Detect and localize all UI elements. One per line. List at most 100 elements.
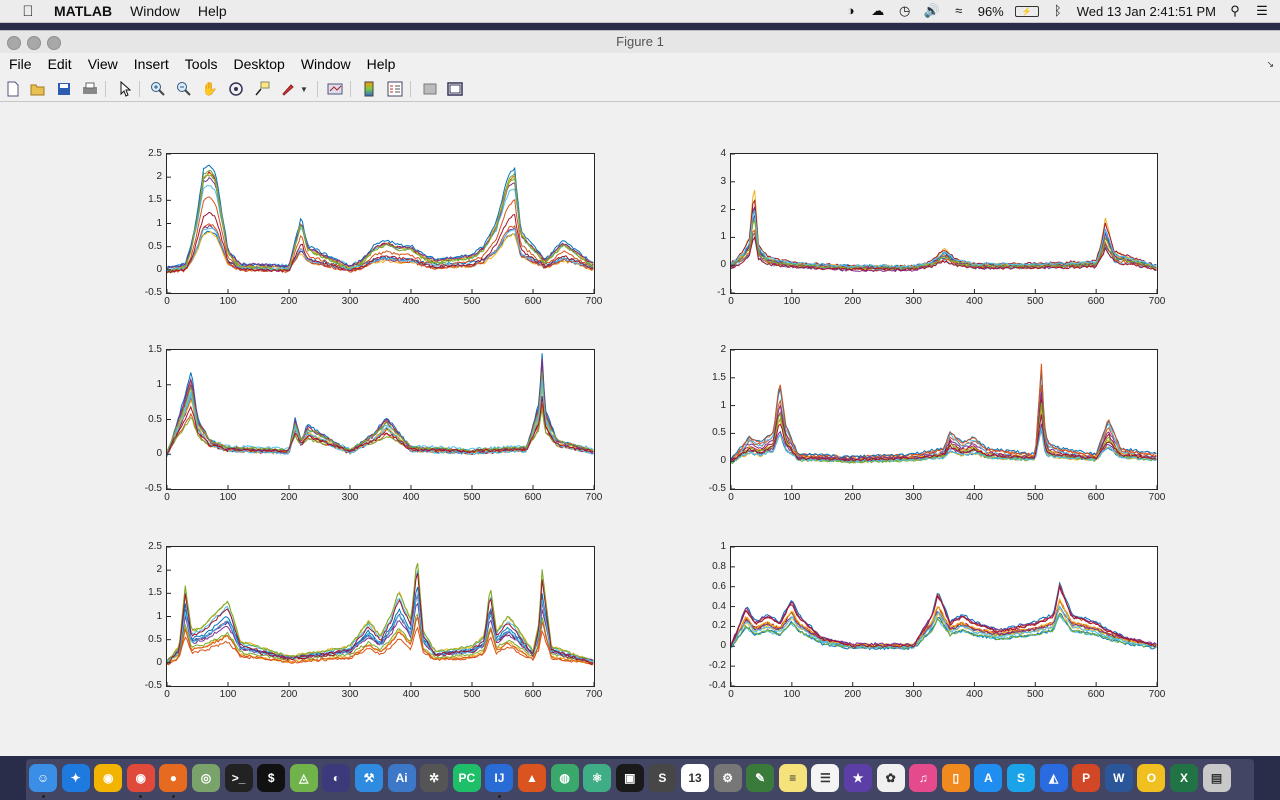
close-window-button[interactable] (7, 36, 21, 50)
clock[interactable]: Wed 13 Jan 2:41:51 PM (1076, 3, 1216, 19)
keynote-icon[interactable]: ◭ (1039, 764, 1068, 792)
powerpoint-icon[interactable]: P (1072, 764, 1101, 792)
chrome-icon[interactable]: ◉ (126, 764, 155, 792)
firefox-icon[interactable]: ● (159, 764, 188, 792)
x-tick-label: 400 (966, 296, 983, 307)
plot-axes-4[interactable] (730, 349, 1158, 490)
trash-icon[interactable]: ▤ (1202, 764, 1231, 792)
globe-icon[interactable]: ◍ (550, 764, 579, 792)
reminders-icon[interactable]: ☰ (811, 764, 840, 792)
settings-wheel-icon[interactable]: ✲ (420, 764, 449, 792)
brush-dropdown-icon[interactable]: ▼ (300, 84, 308, 94)
evernote-icon[interactable]: ✎ (746, 764, 775, 792)
outlook-icon[interactable]: O (1137, 764, 1166, 792)
y-tick-label: -0.5 (144, 287, 162, 298)
y-tick-label: 0.5 (712, 427, 726, 439)
hide-plot-tools-icon[interactable] (421, 80, 439, 98)
wifi-icon[interactable]: ≈ (955, 3, 963, 18)
network-icon[interactable]: ◎ (192, 764, 220, 792)
zoom-in-icon[interactable] (149, 80, 167, 98)
photos-icon[interactable]: ✿ (876, 764, 905, 792)
menu-view[interactable]: View (87, 56, 118, 72)
menu-window[interactable]: Window (300, 56, 351, 72)
excel-icon[interactable]: X (1170, 764, 1198, 792)
battery-percent[interactable]: 96% (977, 3, 1004, 19)
rotate-3d-icon[interactable] (227, 80, 245, 98)
insert-colorbar-icon[interactable] (360, 80, 378, 98)
menu-desktop[interactable]: Desktop (233, 56, 285, 72)
volume-icon[interactable]: 🔊 (923, 3, 940, 18)
zoom-window-button[interactable] (47, 36, 61, 50)
pycharm-icon[interactable]: PC (452, 764, 481, 792)
series-line (167, 563, 594, 663)
show-plot-tools-icon[interactable] (446, 80, 464, 98)
imovie-icon[interactable]: ★ (844, 764, 872, 792)
menu-help[interactable]: Help (366, 56, 396, 72)
y-tick-label: 0.5 (148, 413, 162, 425)
plot-axes-6[interactable] (730, 546, 1158, 687)
time-machine-icon[interactable]: ◷ (899, 3, 911, 18)
system-preferences-icon[interactable]: ⚙ (713, 764, 742, 792)
xcode-icon[interactable]: ⚒ (355, 764, 383, 792)
intellij-icon[interactable]: IJ (485, 764, 514, 792)
colorsync-icon[interactable]: ◑ (846, 3, 855, 18)
print-icon[interactable] (81, 80, 99, 98)
menu-insert[interactable]: Insert (133, 56, 169, 72)
edit-plot-icon[interactable] (116, 80, 134, 98)
menu-help[interactable]: Help (197, 3, 227, 19)
pan-icon[interactable]: ✋ (201, 81, 219, 96)
chrome-canary-icon[interactable]: ◉ (94, 764, 123, 792)
minimize-window-button[interactable] (27, 36, 41, 50)
dock-figure-icon[interactable]: ↘ (1266, 59, 1274, 69)
insert-legend-icon[interactable] (386, 80, 404, 98)
sublime-icon[interactable]: S (648, 764, 677, 792)
plot-axes-5[interactable] (166, 546, 595, 687)
plot-axes-1[interactable] (166, 153, 595, 294)
matlab-icon[interactable]: ▲ (518, 764, 546, 792)
data-cursor-icon[interactable] (253, 80, 271, 98)
eclipse-icon[interactable]: ◐ (322, 764, 351, 792)
atom-icon[interactable]: ⚛ (583, 764, 612, 792)
terminal-icon[interactable]: >_ (224, 764, 253, 792)
skype-icon[interactable]: S (1007, 764, 1035, 792)
iterm-icon[interactable]: $ (257, 764, 286, 792)
app-menu-matlab[interactable]: MATLAB (54, 3, 113, 19)
x-tick-label: 700 (1148, 689, 1166, 700)
new-figure-icon[interactable] (4, 80, 22, 98)
menu-file[interactable]: File (9, 56, 32, 72)
app-box-icon[interactable]: ▣ (615, 764, 644, 792)
illustrator-icon[interactable]: Ai (387, 764, 416, 792)
itunes-icon[interactable]: ♫ (909, 764, 938, 792)
android-studio-icon[interactable]: ◬ (289, 764, 318, 792)
finder-icon[interactable]: ☺ (29, 764, 57, 792)
notes-icon[interactable]: ≡ (778, 764, 807, 792)
word-icon[interactable]: W (1104, 764, 1133, 792)
safari-icon[interactable]: ✦ (61, 764, 90, 792)
notification-center-icon[interactable]: ☰ (1256, 3, 1268, 18)
menu-edit[interactable]: Edit (47, 56, 72, 72)
series-line (167, 593, 594, 663)
zoom-out-icon[interactable] (175, 80, 193, 98)
y-tick-label: -1 (717, 287, 726, 298)
plot-axes-3[interactable] (166, 349, 595, 490)
series-line (167, 224, 594, 273)
apple-icon[interactable]:  (18, 3, 38, 20)
series-line (731, 363, 1157, 464)
series-line (167, 371, 594, 453)
ibooks-icon[interactable]: ▯ (941, 764, 970, 792)
cloud-drive-icon[interactable]: ☁ (871, 3, 885, 18)
app-store-icon[interactable]: A (974, 764, 1003, 792)
save-icon[interactable] (55, 80, 73, 98)
y-tick-label: 0.2 (712, 620, 726, 632)
plot-axes-2[interactable] (730, 153, 1158, 294)
calendar-icon[interactable]: 13 (681, 764, 709, 792)
spotlight-search-icon[interactable]: ⚲ (1230, 3, 1240, 18)
menu-window[interactable]: Window (130, 3, 180, 19)
battery-icon[interactable]: ⚡ (1014, 5, 1039, 17)
brush-icon[interactable] (279, 80, 297, 98)
menu-tools[interactable]: Tools (184, 56, 218, 72)
bluetooth-icon[interactable]: ᛒ (1053, 3, 1062, 18)
figure-canvas[interactable]: 2.5 2 1.5 1 0.5 0 -0.5 0 100 200 300 400 500 600 700 4 3… (0, 102, 1280, 756)
link-plot-icon[interactable] (326, 80, 344, 98)
open-file-icon[interactable] (29, 80, 47, 98)
